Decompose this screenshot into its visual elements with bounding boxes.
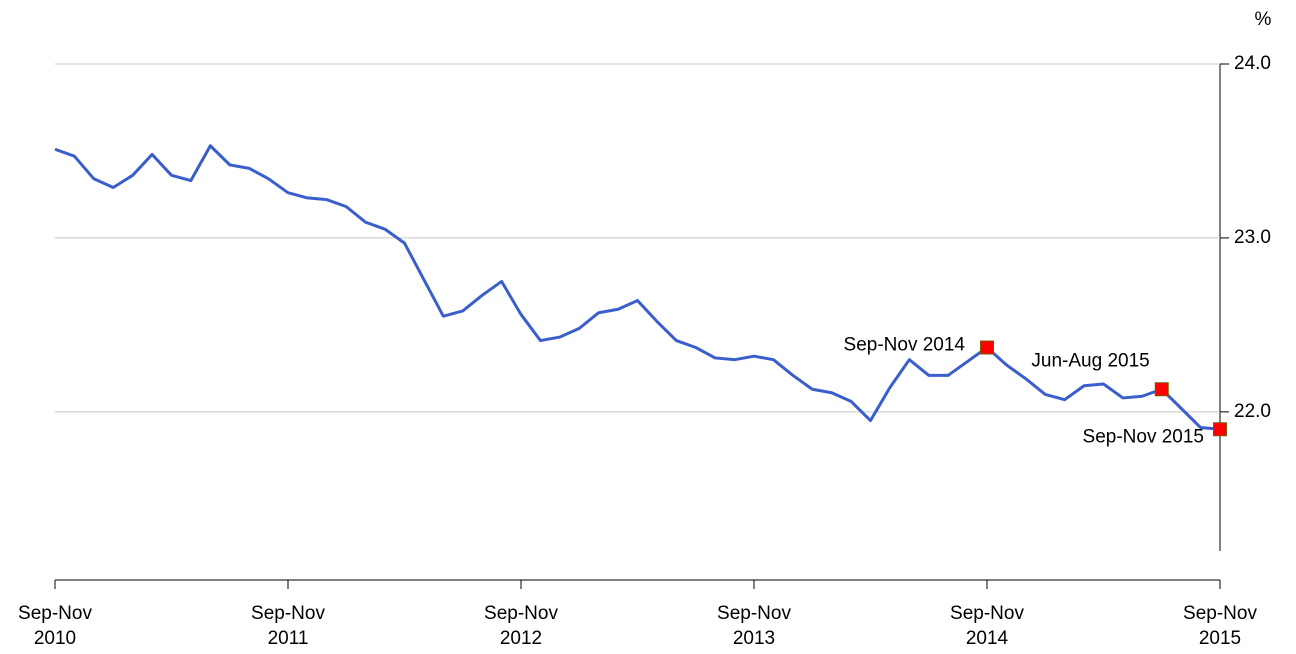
point-marker bbox=[1213, 422, 1227, 437]
y-axis-label: % bbox=[1255, 9, 1272, 30]
annotation: Sep-Nov 2014 bbox=[844, 335, 966, 356]
annotation: Sep-Nov 2015 bbox=[1083, 426, 1204, 447]
point-marker bbox=[980, 340, 994, 355]
annotation: Jun-Aug 2015 bbox=[1031, 350, 1149, 371]
y-tick-label: 23.0 bbox=[1234, 227, 1271, 248]
x-tick-label: Sep-Nov 2010 bbox=[18, 603, 92, 649]
point-marker bbox=[1154, 382, 1169, 397]
x-tick-label: Sep-Nov 2012 bbox=[484, 603, 558, 649]
x-tick-label: Sep-Nov 2011 bbox=[251, 603, 325, 649]
x-tick-label: Sep-Nov 2015 bbox=[1183, 603, 1257, 649]
x-tick-label: Sep-Nov 2013 bbox=[717, 603, 791, 649]
line bbox=[54, 144, 1221, 431]
y-tick-label: 22.0 bbox=[1234, 401, 1271, 422]
x-tick-label: Sep-Nov 2014 bbox=[950, 603, 1024, 649]
y-tick-label: 24.0 bbox=[1234, 53, 1271, 74]
